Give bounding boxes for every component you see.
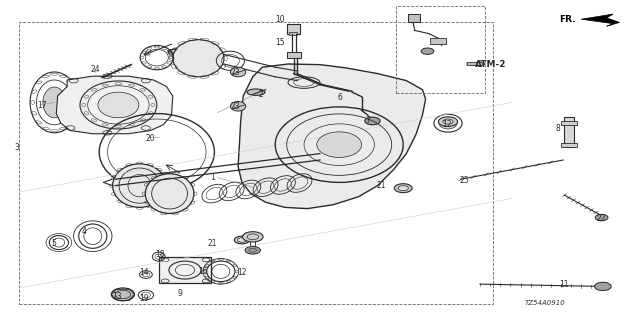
Polygon shape <box>238 64 426 209</box>
Circle shape <box>394 184 412 193</box>
Text: 23: 23 <box>230 68 240 77</box>
Circle shape <box>421 48 434 54</box>
Text: 13: 13 <box>112 292 122 301</box>
Text: 15: 15 <box>275 38 285 47</box>
Text: 12: 12 <box>442 120 452 129</box>
Bar <box>564 117 574 147</box>
Text: 3: 3 <box>14 143 19 152</box>
Circle shape <box>234 236 250 244</box>
Ellipse shape <box>230 101 246 111</box>
Circle shape <box>245 246 260 254</box>
Ellipse shape <box>247 89 265 95</box>
Text: 21: 21 <box>376 181 386 190</box>
Polygon shape <box>467 61 485 67</box>
Text: 7: 7 <box>365 116 371 124</box>
Ellipse shape <box>43 87 66 118</box>
Polygon shape <box>168 47 202 55</box>
Bar <box>289 32 297 35</box>
Bar <box>561 143 577 147</box>
Circle shape <box>243 232 263 242</box>
Text: 24: 24 <box>91 65 100 74</box>
Text: 1: 1 <box>211 173 215 182</box>
Ellipse shape <box>439 117 457 129</box>
Polygon shape <box>56 76 173 134</box>
Ellipse shape <box>230 67 246 77</box>
Text: 2: 2 <box>259 90 263 99</box>
Text: 10: 10 <box>275 15 285 24</box>
Polygon shape <box>581 14 620 26</box>
Bar <box>430 38 446 44</box>
Circle shape <box>237 238 246 242</box>
Ellipse shape <box>111 288 134 301</box>
Text: 12: 12 <box>237 268 246 277</box>
Text: TZ54A0910: TZ54A0910 <box>525 300 566 306</box>
Bar <box>561 121 577 125</box>
Ellipse shape <box>113 164 166 207</box>
Ellipse shape <box>98 92 139 118</box>
Bar <box>159 257 211 283</box>
Ellipse shape <box>173 40 224 77</box>
Text: 6: 6 <box>337 93 342 102</box>
Text: 9: 9 <box>178 289 183 298</box>
Circle shape <box>365 117 380 125</box>
Circle shape <box>595 214 608 221</box>
Text: ATM-2: ATM-2 <box>475 60 506 69</box>
Text: 4: 4 <box>82 228 87 236</box>
Text: 16: 16 <box>198 268 208 276</box>
Text: 19: 19 <box>140 294 149 303</box>
Ellipse shape <box>145 174 194 213</box>
Bar <box>287 24 300 34</box>
Text: 5: 5 <box>51 239 56 248</box>
Text: 11: 11 <box>559 280 568 289</box>
Text: 18: 18 <box>156 250 165 259</box>
Text: 21: 21 <box>208 239 218 248</box>
Bar <box>396 6 485 93</box>
Text: 25: 25 <box>460 176 469 185</box>
Text: 14: 14 <box>140 268 149 277</box>
Circle shape <box>438 117 458 126</box>
Ellipse shape <box>317 132 362 157</box>
Bar <box>19 22 493 304</box>
Text: 23: 23 <box>230 102 240 111</box>
Text: 17: 17 <box>37 101 47 110</box>
Text: 20: 20 <box>146 134 156 143</box>
Text: 22: 22 <box>596 214 606 223</box>
Circle shape <box>595 282 611 291</box>
Text: 8: 8 <box>556 124 560 132</box>
Bar <box>287 52 301 58</box>
Text: FR.: FR. <box>559 15 576 24</box>
Bar <box>408 14 420 22</box>
Circle shape <box>398 186 408 191</box>
